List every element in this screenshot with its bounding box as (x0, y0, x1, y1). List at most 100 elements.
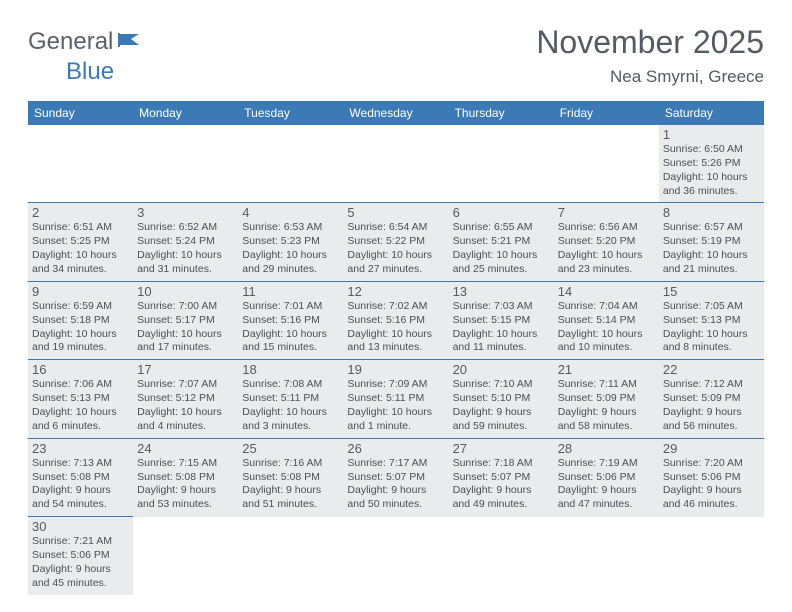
day-number: 19 (347, 362, 444, 377)
daylight-text-1: Daylight: 10 hours (663, 249, 760, 263)
sunset-text: Sunset: 5:22 PM (347, 235, 444, 249)
sunset-text: Sunset: 5:20 PM (558, 235, 655, 249)
sunset-text: Sunset: 5:26 PM (663, 157, 760, 171)
daylight-text-1: Daylight: 9 hours (32, 484, 129, 498)
daylight-text-2: and 1 minute. (347, 420, 444, 434)
day-details: Sunrise: 7:07 AMSunset: 5:12 PMDaylight:… (137, 378, 234, 433)
day-number: 13 (453, 284, 550, 299)
calendar-cell: 27Sunrise: 7:18 AMSunset: 5:07 PMDayligh… (449, 438, 554, 516)
sunset-text: Sunset: 5:09 PM (558, 392, 655, 406)
sunset-text: Sunset: 5:17 PM (137, 314, 234, 328)
sunrise-text: Sunrise: 6:51 AM (32, 221, 129, 235)
sunset-text: Sunset: 5:11 PM (347, 392, 444, 406)
calendar-cell: 24Sunrise: 7:15 AMSunset: 5:08 PMDayligh… (133, 438, 238, 516)
day-number: 6 (453, 205, 550, 220)
sunset-text: Sunset: 5:08 PM (137, 471, 234, 485)
day-details: Sunrise: 6:54 AMSunset: 5:22 PMDaylight:… (347, 221, 444, 276)
sunset-text: Sunset: 5:18 PM (32, 314, 129, 328)
daylight-text-2: and 45 minutes. (32, 577, 129, 591)
daylight-text-2: and 6 minutes. (32, 420, 129, 434)
daylight-text-1: Daylight: 10 hours (137, 328, 234, 342)
day-details: Sunrise: 7:13 AMSunset: 5:08 PMDaylight:… (32, 457, 129, 512)
daylight-text-2: and 36 minutes. (663, 185, 760, 199)
calendar-body: 1Sunrise: 6:50 AMSunset: 5:26 PMDaylight… (28, 125, 764, 595)
sunrise-text: Sunrise: 6:55 AM (453, 221, 550, 235)
daylight-text-2: and 25 minutes. (453, 263, 550, 277)
logo: General (28, 30, 143, 54)
day-number: 21 (558, 362, 655, 377)
calendar-cell (28, 125, 133, 203)
daylight-text-1: Daylight: 10 hours (347, 406, 444, 420)
sunrise-text: Sunrise: 7:09 AM (347, 378, 444, 392)
day-number: 30 (32, 519, 129, 534)
sunrise-text: Sunrise: 6:52 AM (137, 221, 234, 235)
calendar-cell (554, 517, 659, 595)
calendar-cell (554, 125, 659, 203)
day-number: 9 (32, 284, 129, 299)
sunrise-text: Sunrise: 7:03 AM (453, 300, 550, 314)
sunset-text: Sunset: 5:11 PM (242, 392, 339, 406)
calendar-cell: 15Sunrise: 7:05 AMSunset: 5:13 PMDayligh… (659, 281, 764, 359)
daylight-text-2: and 58 minutes. (558, 420, 655, 434)
sunset-text: Sunset: 5:14 PM (558, 314, 655, 328)
daylight-text-2: and 13 minutes. (347, 341, 444, 355)
logo-word2-wrap: Blue (66, 60, 114, 84)
calendar-cell: 28Sunrise: 7:19 AMSunset: 5:06 PMDayligh… (554, 438, 659, 516)
day-details: Sunrise: 7:20 AMSunset: 5:06 PMDaylight:… (663, 457, 760, 512)
calendar-page: General November 2025 Nea Smyrni, Greece… (0, 0, 792, 605)
sunrise-text: Sunrise: 7:11 AM (558, 378, 655, 392)
sunset-text: Sunset: 5:08 PM (32, 471, 129, 485)
calendar-cell: 21Sunrise: 7:11 AMSunset: 5:09 PMDayligh… (554, 360, 659, 438)
day-number: 26 (347, 441, 444, 456)
sunset-text: Sunset: 5:16 PM (242, 314, 339, 328)
calendar-cell: 5Sunrise: 6:54 AMSunset: 5:22 PMDaylight… (343, 203, 448, 281)
calendar-cell: 18Sunrise: 7:08 AMSunset: 5:11 PMDayligh… (238, 360, 343, 438)
calendar-table: SundayMondayTuesdayWednesdayThursdayFrid… (28, 101, 764, 595)
logo-word1: General (28, 30, 113, 54)
sunset-text: Sunset: 5:06 PM (558, 471, 655, 485)
dayname-thursday: Thursday (449, 101, 554, 125)
calendar-cell (449, 517, 554, 595)
day-details: Sunrise: 7:01 AMSunset: 5:16 PMDaylight:… (242, 300, 339, 355)
day-number: 8 (663, 205, 760, 220)
daylight-text-2: and 47 minutes. (558, 498, 655, 512)
calendar-cell: 6Sunrise: 6:55 AMSunset: 5:21 PMDaylight… (449, 203, 554, 281)
daylight-text-2: and 17 minutes. (137, 341, 234, 355)
daylight-text-2: and 21 minutes. (663, 263, 760, 277)
sunrise-text: Sunrise: 7:19 AM (558, 457, 655, 471)
day-number: 28 (558, 441, 655, 456)
sunrise-text: Sunrise: 7:13 AM (32, 457, 129, 471)
sunrise-text: Sunrise: 7:06 AM (32, 378, 129, 392)
day-number: 22 (663, 362, 760, 377)
day-number: 25 (242, 441, 339, 456)
day-details: Sunrise: 6:57 AMSunset: 5:19 PMDaylight:… (663, 221, 760, 276)
daylight-text-1: Daylight: 9 hours (663, 406, 760, 420)
day-number: 4 (242, 205, 339, 220)
sunrise-text: Sunrise: 6:59 AM (32, 300, 129, 314)
calendar-week: 16Sunrise: 7:06 AMSunset: 5:13 PMDayligh… (28, 360, 764, 438)
daylight-text-2: and 23 minutes. (558, 263, 655, 277)
sunrise-text: Sunrise: 7:02 AM (347, 300, 444, 314)
sunrise-text: Sunrise: 7:01 AM (242, 300, 339, 314)
calendar-cell: 23Sunrise: 7:13 AMSunset: 5:08 PMDayligh… (28, 438, 133, 516)
day-number: 1 (663, 127, 760, 142)
daylight-text-2: and 29 minutes. (242, 263, 339, 277)
daylight-text-2: and 31 minutes. (137, 263, 234, 277)
daylight-text-1: Daylight: 10 hours (558, 328, 655, 342)
daylight-text-1: Daylight: 10 hours (453, 328, 550, 342)
sunrise-text: Sunrise: 7:16 AM (242, 457, 339, 471)
daylight-text-1: Daylight: 10 hours (347, 249, 444, 263)
calendar-cell: 8Sunrise: 6:57 AMSunset: 5:19 PMDaylight… (659, 203, 764, 281)
calendar-cell: 10Sunrise: 7:00 AMSunset: 5:17 PMDayligh… (133, 281, 238, 359)
daylight-text-1: Daylight: 9 hours (453, 484, 550, 498)
sunset-text: Sunset: 5:12 PM (137, 392, 234, 406)
sunrise-text: Sunrise: 7:07 AM (137, 378, 234, 392)
calendar-week: 23Sunrise: 7:13 AMSunset: 5:08 PMDayligh… (28, 438, 764, 516)
dayname-monday: Monday (133, 101, 238, 125)
daylight-text-2: and 11 minutes. (453, 341, 550, 355)
day-details: Sunrise: 6:55 AMSunset: 5:21 PMDaylight:… (453, 221, 550, 276)
calendar-cell: 30Sunrise: 7:21 AMSunset: 5:06 PMDayligh… (28, 517, 133, 595)
day-details: Sunrise: 6:53 AMSunset: 5:23 PMDaylight:… (242, 221, 339, 276)
daylight-text-2: and 27 minutes. (347, 263, 444, 277)
daylight-text-2: and 56 minutes. (663, 420, 760, 434)
